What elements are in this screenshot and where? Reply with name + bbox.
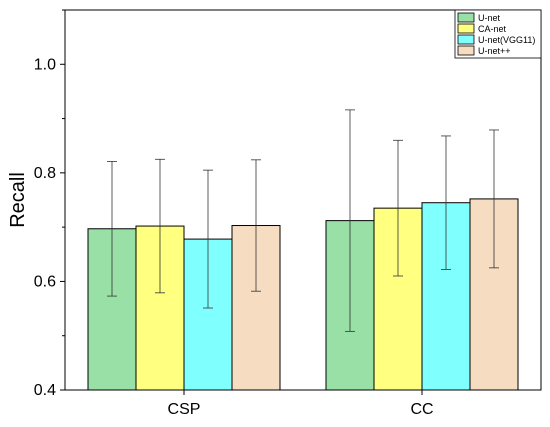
legend-swatch-3 <box>457 34 475 45</box>
legend-swatch-1 <box>457 12 475 23</box>
axes-layer: CSP CC 0.4 0.6 0.8 1.0 <box>34 9 434 418</box>
y-axis-title: Recall <box>7 172 29 228</box>
y-tick-label-3: 1.0 <box>34 56 56 73</box>
y-tick-label-0: 0.4 <box>34 382 56 399</box>
legend-swatch-2 <box>457 23 475 34</box>
x-tick-label-csp: CSP <box>168 401 201 418</box>
legend-label-3: U-net(VGG11) <box>478 35 535 45</box>
plot-frame <box>64 9 542 391</box>
legend-label-2: CA-net <box>478 24 507 34</box>
y-tick-label-1: 0.6 <box>34 273 56 290</box>
error-bars-layer <box>107 109 499 332</box>
y-tick-label-2: 0.8 <box>34 165 56 182</box>
bars-layer <box>87 198 519 391</box>
legend-label-4: U-net++ <box>478 46 511 56</box>
x-tick-label-cc: CC <box>410 401 433 418</box>
legend-label-1: U-net <box>478 13 501 23</box>
legend-swatch-4 <box>457 45 475 56</box>
